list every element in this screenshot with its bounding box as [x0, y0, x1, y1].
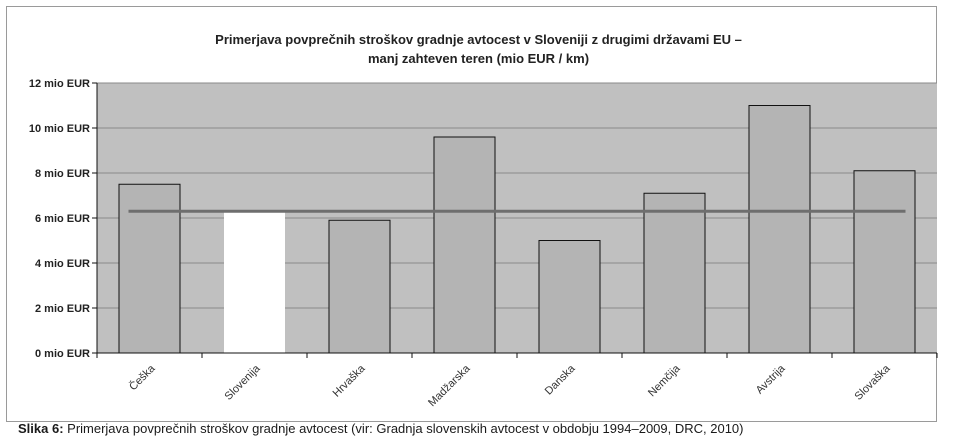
x-tick-label: Slovaška — [853, 362, 894, 403]
x-tick-label: Avstrija — [754, 362, 788, 396]
y-tick-label: 2 mio EUR — [35, 303, 90, 315]
bar — [538, 240, 601, 354]
bar — [224, 211, 285, 353]
chart-title-line-2: manj zahteven teren (mio EUR / km) — [367, 51, 590, 66]
x-tick-label: Češka — [126, 361, 158, 393]
y-tick-label: 6 mio EUR — [35, 213, 90, 225]
bar — [328, 219, 391, 354]
chart-title-line-1: Primerjava povprečnih stroškov gradnje a… — [215, 32, 742, 47]
chart-title: Primerjava povprečnih stroškov gradnje a… — [0, 30, 957, 68]
y-tick-label: 12 mio EUR — [29, 78, 90, 90]
caption-label: Slika 6: — [18, 421, 64, 436]
x-tick-label: Danska — [543, 362, 578, 397]
y-tick-label: 4 mio EUR — [35, 258, 90, 270]
figure-caption: Slika 6: Primerjava povprečnih stroškov … — [18, 421, 744, 436]
caption-text: Primerjava povprečnih stroškov gradnje a… — [63, 421, 744, 436]
x-tick-label: Nemčija — [646, 362, 683, 399]
bar — [118, 183, 181, 354]
x-tick-label: Madžarska — [426, 362, 473, 409]
bar — [433, 136, 496, 354]
y-tick-label: 10 mio EUR — [29, 123, 90, 135]
bar — [643, 192, 706, 354]
bar — [748, 105, 811, 354]
bar — [853, 170, 916, 354]
y-tick-label: 8 mio EUR — [35, 168, 90, 180]
x-tick-label: Hrvaška — [331, 362, 369, 400]
y-tick-label: 0 mio EUR — [35, 348, 90, 360]
x-tick-label: Slovenija — [223, 362, 264, 403]
